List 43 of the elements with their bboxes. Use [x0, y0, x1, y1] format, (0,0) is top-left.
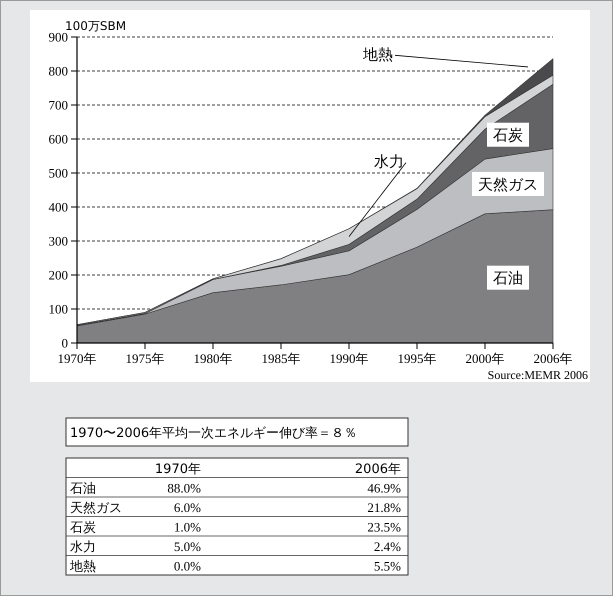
text: 23.5% — [367, 520, 401, 534]
x-tick-label: 1970年 — [58, 351, 96, 366]
source-note: Source:MEMR 2006 — [488, 368, 588, 382]
category-label: 1970年 — [154, 462, 201, 477]
x-tick-label: 1985年 — [262, 351, 300, 366]
x-tick-label: 1995年 — [398, 351, 436, 366]
x-tick-label: 1980年 — [194, 351, 232, 366]
text: 88.0% — [167, 480, 201, 496]
x-tick-label: 1975年 — [126, 351, 164, 366]
text: 46.9% — [367, 480, 401, 496]
text: 1970〜2006年平均一次エネルギー伸び率＝８％ — [70, 425, 358, 441]
text: 0.0% — [174, 558, 201, 574]
category-label: 2006年 — [354, 462, 401, 477]
series-label: 天然ガス — [478, 175, 538, 194]
series-label: 水力 — [374, 152, 404, 171]
y-tick-label: 300 — [48, 234, 68, 248]
text: 21.8% — [367, 500, 401, 515]
category-label: 石油 — [70, 482, 96, 496]
text: 地熱 — [362, 45, 393, 64]
y-tick-label: 0 — [62, 336, 68, 350]
text: 1.0% — [174, 520, 201, 534]
x-tick-label: 2006年 — [534, 351, 572, 366]
y-tick-label: 100 — [48, 302, 68, 316]
text: 5.5% — [374, 558, 401, 574]
text: 2.4% — [374, 539, 401, 554]
y-tick-label: 400 — [48, 200, 68, 214]
y-tick-label: 500 — [48, 166, 68, 180]
series-label: 石炭 — [493, 126, 523, 144]
y-tick-label: 900 — [48, 30, 68, 44]
category-label: 水力 — [70, 540, 96, 555]
text: 5.0% — [174, 539, 201, 554]
x-tick-label: 1990年 — [330, 351, 368, 366]
category-label: 天然ガス — [70, 501, 122, 516]
y-axis-title: 100万SBM — [65, 19, 126, 33]
text: 6.0% — [174, 500, 201, 515]
category-label: 石炭 — [70, 520, 96, 536]
y-tick-label: 700 — [48, 98, 68, 112]
category-label: 地熱 — [70, 560, 96, 574]
series-label: 石油 — [493, 269, 523, 288]
y-tick-label: 800 — [48, 64, 68, 78]
y-tick-label: 600 — [48, 132, 68, 146]
y-tick-label: 200 — [48, 268, 68, 282]
x-tick-label: 2000年 — [466, 351, 504, 366]
